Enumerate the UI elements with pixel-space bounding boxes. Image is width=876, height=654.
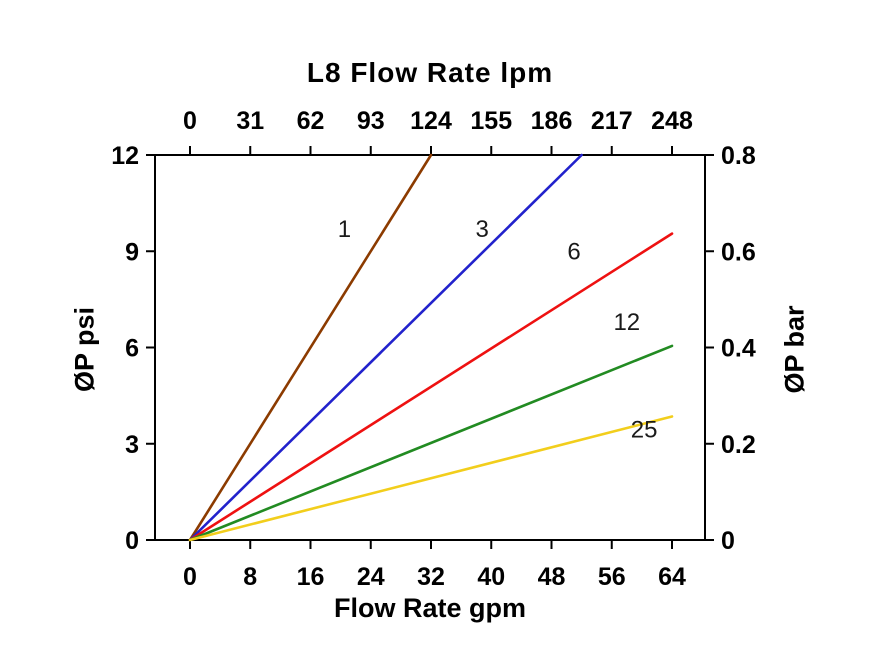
x-tick-label-bottom: 48 <box>538 563 566 591</box>
x-tick-label-top: 93 <box>357 107 385 135</box>
y-tick-label-right: 0.4 <box>721 335 756 363</box>
x-axis-title: Flow Rate gpm <box>333 593 526 623</box>
y-tick-label-right: 0.6 <box>721 238 756 266</box>
x-tick-label-bottom: 8 <box>243 563 257 591</box>
x-tick-label-bottom: 24 <box>357 563 385 591</box>
x-tick-label-top: 217 <box>591 107 633 135</box>
top-axis-title: L8 Flow Rate lpm <box>306 57 554 88</box>
y-tick-label-left: 0 <box>125 527 139 555</box>
y-tick-label-left: 9 <box>125 238 139 266</box>
x-tick-label-bottom: 56 <box>598 563 626 591</box>
series-label-1: 1 <box>338 216 351 243</box>
series-label-6: 6 <box>567 238 580 265</box>
x-tick-label-top: 186 <box>531 107 573 135</box>
x-tick-label-bottom: 32 <box>417 563 445 591</box>
x-tick-label-top: 31 <box>236 107 264 135</box>
x-tick-label-top: 124 <box>410 107 452 135</box>
series-line-25 <box>188 415 674 542</box>
series-line-1 <box>188 153 433 542</box>
y-axis-title-right: ØP bar <box>779 305 810 394</box>
y-tick-label-left: 12 <box>111 142 139 170</box>
x-tick-label-bottom: 40 <box>477 563 505 591</box>
x-tick-label-bottom: 16 <box>297 563 325 591</box>
x-tick-label-top: 155 <box>470 107 512 135</box>
x-tick-label-bottom: 64 <box>658 563 686 591</box>
y-tick-label-left: 6 <box>125 335 139 363</box>
y-axis-title-left: ØP psi <box>69 306 100 393</box>
series-label-25: 25 <box>631 416 658 443</box>
x-tick-label-top: 0 <box>183 107 197 135</box>
series-line-12 <box>188 344 674 542</box>
series-label-3: 3 <box>476 216 489 243</box>
y-tick-label-right: 0 <box>721 527 735 555</box>
y-tick-label-right: 0.8 <box>721 142 756 170</box>
x-tick-label-bottom: 0 <box>183 563 197 591</box>
y-tick-label-left: 3 <box>125 431 139 459</box>
x-tick-label-top: 62 <box>297 107 325 135</box>
plot-frame <box>154 154 706 541</box>
series-label-12: 12 <box>613 309 640 336</box>
series-line-6 <box>188 232 674 542</box>
series-line-3 <box>188 153 583 542</box>
x-tick-label-top: 248 <box>651 107 693 135</box>
y-tick-label-right: 0.2 <box>721 431 756 459</box>
